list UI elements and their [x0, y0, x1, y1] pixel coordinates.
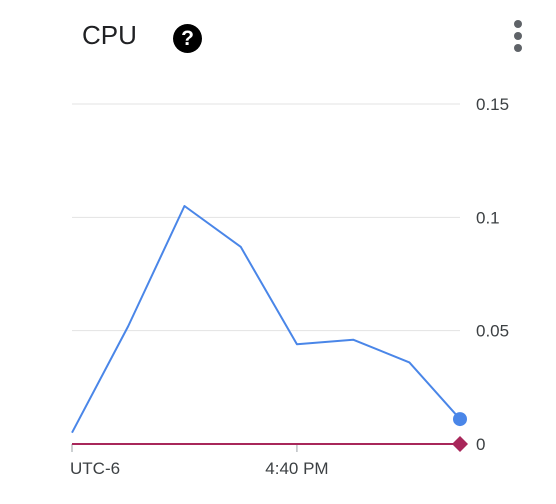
series-end-marker: [452, 436, 468, 452]
y-tick-label: 0.15: [476, 95, 509, 114]
series-line-0: [72, 206, 460, 433]
y-tick-label: 0.05: [476, 322, 509, 341]
y-tick-label: 0: [476, 435, 485, 454]
series-end-marker: [453, 412, 467, 426]
y-tick-label: 0.1: [476, 208, 500, 227]
x-tick-label: 4:40 PM: [265, 459, 328, 478]
x-tick-label: UTC-6: [70, 459, 120, 478]
